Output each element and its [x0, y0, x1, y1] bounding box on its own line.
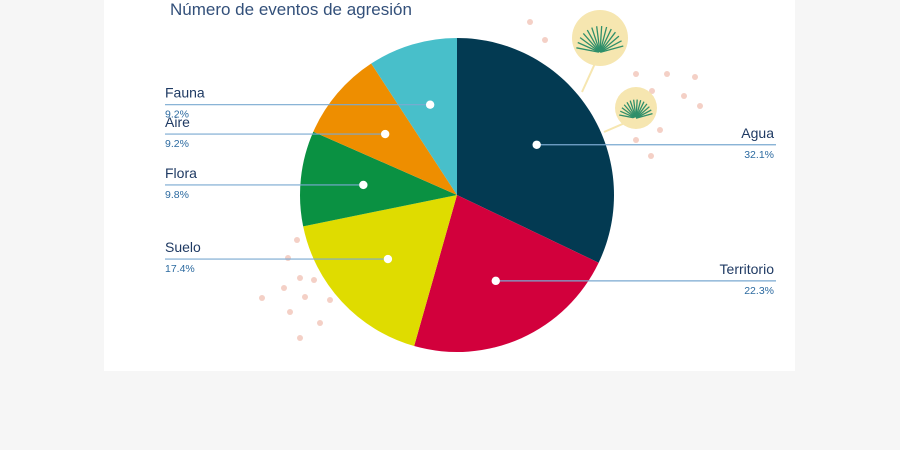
pie-slice-aire [313, 63, 457, 195]
label-anchor-dot [491, 276, 500, 286]
pie-slice-flora [300, 131, 457, 227]
label-anchor-dot [425, 100, 435, 109]
decor-dot [297, 275, 303, 281]
decor-dot [302, 294, 308, 300]
decor-dot [294, 237, 300, 243]
decor-dot [317, 320, 323, 326]
label-anchor-dot [359, 180, 368, 190]
slice-name: Agua [741, 125, 774, 141]
slice-name: Territorio [720, 261, 775, 277]
pie-slice-suelo [303, 195, 457, 347]
decor-dot [527, 19, 533, 25]
slice-percent: 9.2% [165, 138, 189, 150]
slice-name: Flora [165, 165, 197, 181]
decor-dot [327, 297, 333, 303]
ginkgo-leaf-icon [603, 87, 657, 133]
pie-slices [300, 38, 614, 352]
slice-name: Fauna [165, 85, 205, 101]
label-anchor-dot [380, 129, 390, 139]
label-anchor-dot [532, 140, 541, 149]
decor-dot [657, 127, 663, 133]
decor-dot [297, 335, 303, 341]
label-anchor-dot [383, 254, 393, 264]
decor-dot [542, 37, 548, 43]
slice-label-aire: Aire 9.2% [165, 114, 390, 150]
decor-dot [633, 137, 639, 143]
decor-dot [287, 309, 293, 315]
slice-label-flora: Flora 9.8% [165, 165, 368, 201]
slice-label-agua: Agua 32.1% [532, 125, 776, 161]
decor-dot [633, 71, 639, 77]
slice-percent: 22.3% [744, 285, 774, 297]
decor-dot [697, 103, 703, 109]
decor-dot [311, 277, 317, 283]
decor-dot [649, 88, 655, 94]
decor-dot [648, 153, 654, 159]
decor-dot [285, 255, 291, 261]
pie-slice-agua [457, 38, 614, 263]
decor-dot [664, 71, 670, 77]
decoration-layer [259, 10, 703, 341]
decor-dot [681, 93, 687, 99]
pie-slice-territorio [414, 195, 599, 352]
slice-labels: Agua 32.1% Territorio 22.3% Suelo 17.4% Flora 9… [165, 85, 776, 297]
slice-percent: 17.4% [165, 263, 195, 275]
ginkgo-leaf-icon [572, 10, 628, 93]
slice-percent: 32.1% [744, 149, 774, 161]
pie-slice-fauna [371, 38, 457, 195]
slice-label-territorio: Territorio 22.3% [491, 261, 776, 297]
slice-label-suelo: Suelo 17.4% [165, 239, 393, 275]
decor-dot [259, 295, 265, 301]
slice-name: Suelo [165, 239, 201, 255]
decor-dot [281, 285, 287, 291]
decor-dot [692, 74, 698, 80]
slice-percent: 9.2% [165, 109, 189, 121]
chart-title: Número de eventos de agresión [170, 0, 412, 19]
slice-name: Aire [165, 114, 190, 130]
slice-label-fauna: Fauna 9.2% [165, 85, 435, 121]
slice-percent: 9.8% [165, 189, 189, 201]
